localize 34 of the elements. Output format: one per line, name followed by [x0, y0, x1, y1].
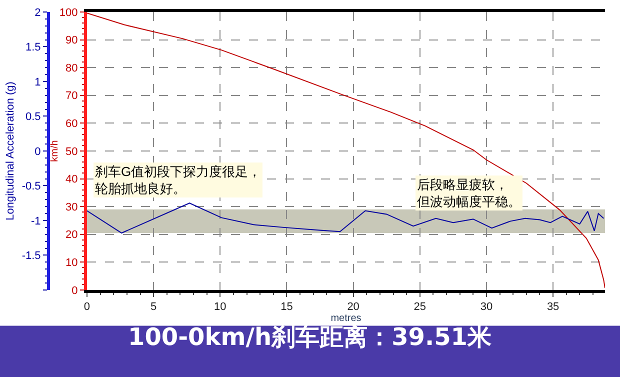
y-tick-label: 70	[66, 90, 78, 102]
y2-axis-title: Longitudinal Acceleration (g)	[4, 82, 16, 220]
y2-tick-label: -1.5	[22, 250, 41, 262]
y-tick-label: 20	[66, 229, 78, 242]
y2-tick-label: 0	[34, 146, 41, 158]
y-tick-label: 10	[66, 257, 78, 270]
x-axis-title: metres	[330, 313, 362, 324]
y-tick-label: 60	[66, 118, 78, 130]
x-tick-label: 0	[84, 301, 90, 314]
line-series	[86, 12, 605, 289]
y-axis-title: km/h	[49, 140, 60, 162]
y2-tick-label: 0.5	[25, 111, 41, 124]
y-tick-label: 80	[66, 62, 78, 74]
y-tick-label: 90	[66, 34, 78, 47]
y2-tick-label: -1	[31, 215, 41, 228]
y-tick-label: 100	[59, 6, 78, 19]
annotation: 后段略显疲软，但波动幅度平稳。	[417, 177, 521, 209]
y-tick-label: 40	[66, 174, 78, 186]
x-tick-label: 10	[214, 301, 226, 314]
x-tick-label: 25	[414, 301, 426, 314]
annotation: 刹车G值初段下探力度很足，轮胎抓地良好。	[95, 164, 262, 196]
x-tick-label: 35	[546, 301, 560, 314]
x-tick-label: 20	[347, 301, 360, 314]
y2-tick-label: 1.5	[25, 42, 41, 54]
y2-tick-label: 2	[34, 6, 41, 19]
y-tick-label: 50	[66, 146, 78, 158]
x-tick-label: 15	[280, 301, 293, 314]
y2-tick-label: 1	[34, 76, 41, 88]
y-tick-label: 30	[66, 201, 78, 214]
y-tick-label: 0	[72, 284, 78, 297]
x-tick-label: 30	[480, 301, 493, 314]
y2-tick-label: -0.5	[22, 180, 41, 193]
text: 100-0km/h刹车距离：39.51米	[128, 323, 492, 351]
x-tick-label: 5	[150, 301, 157, 314]
